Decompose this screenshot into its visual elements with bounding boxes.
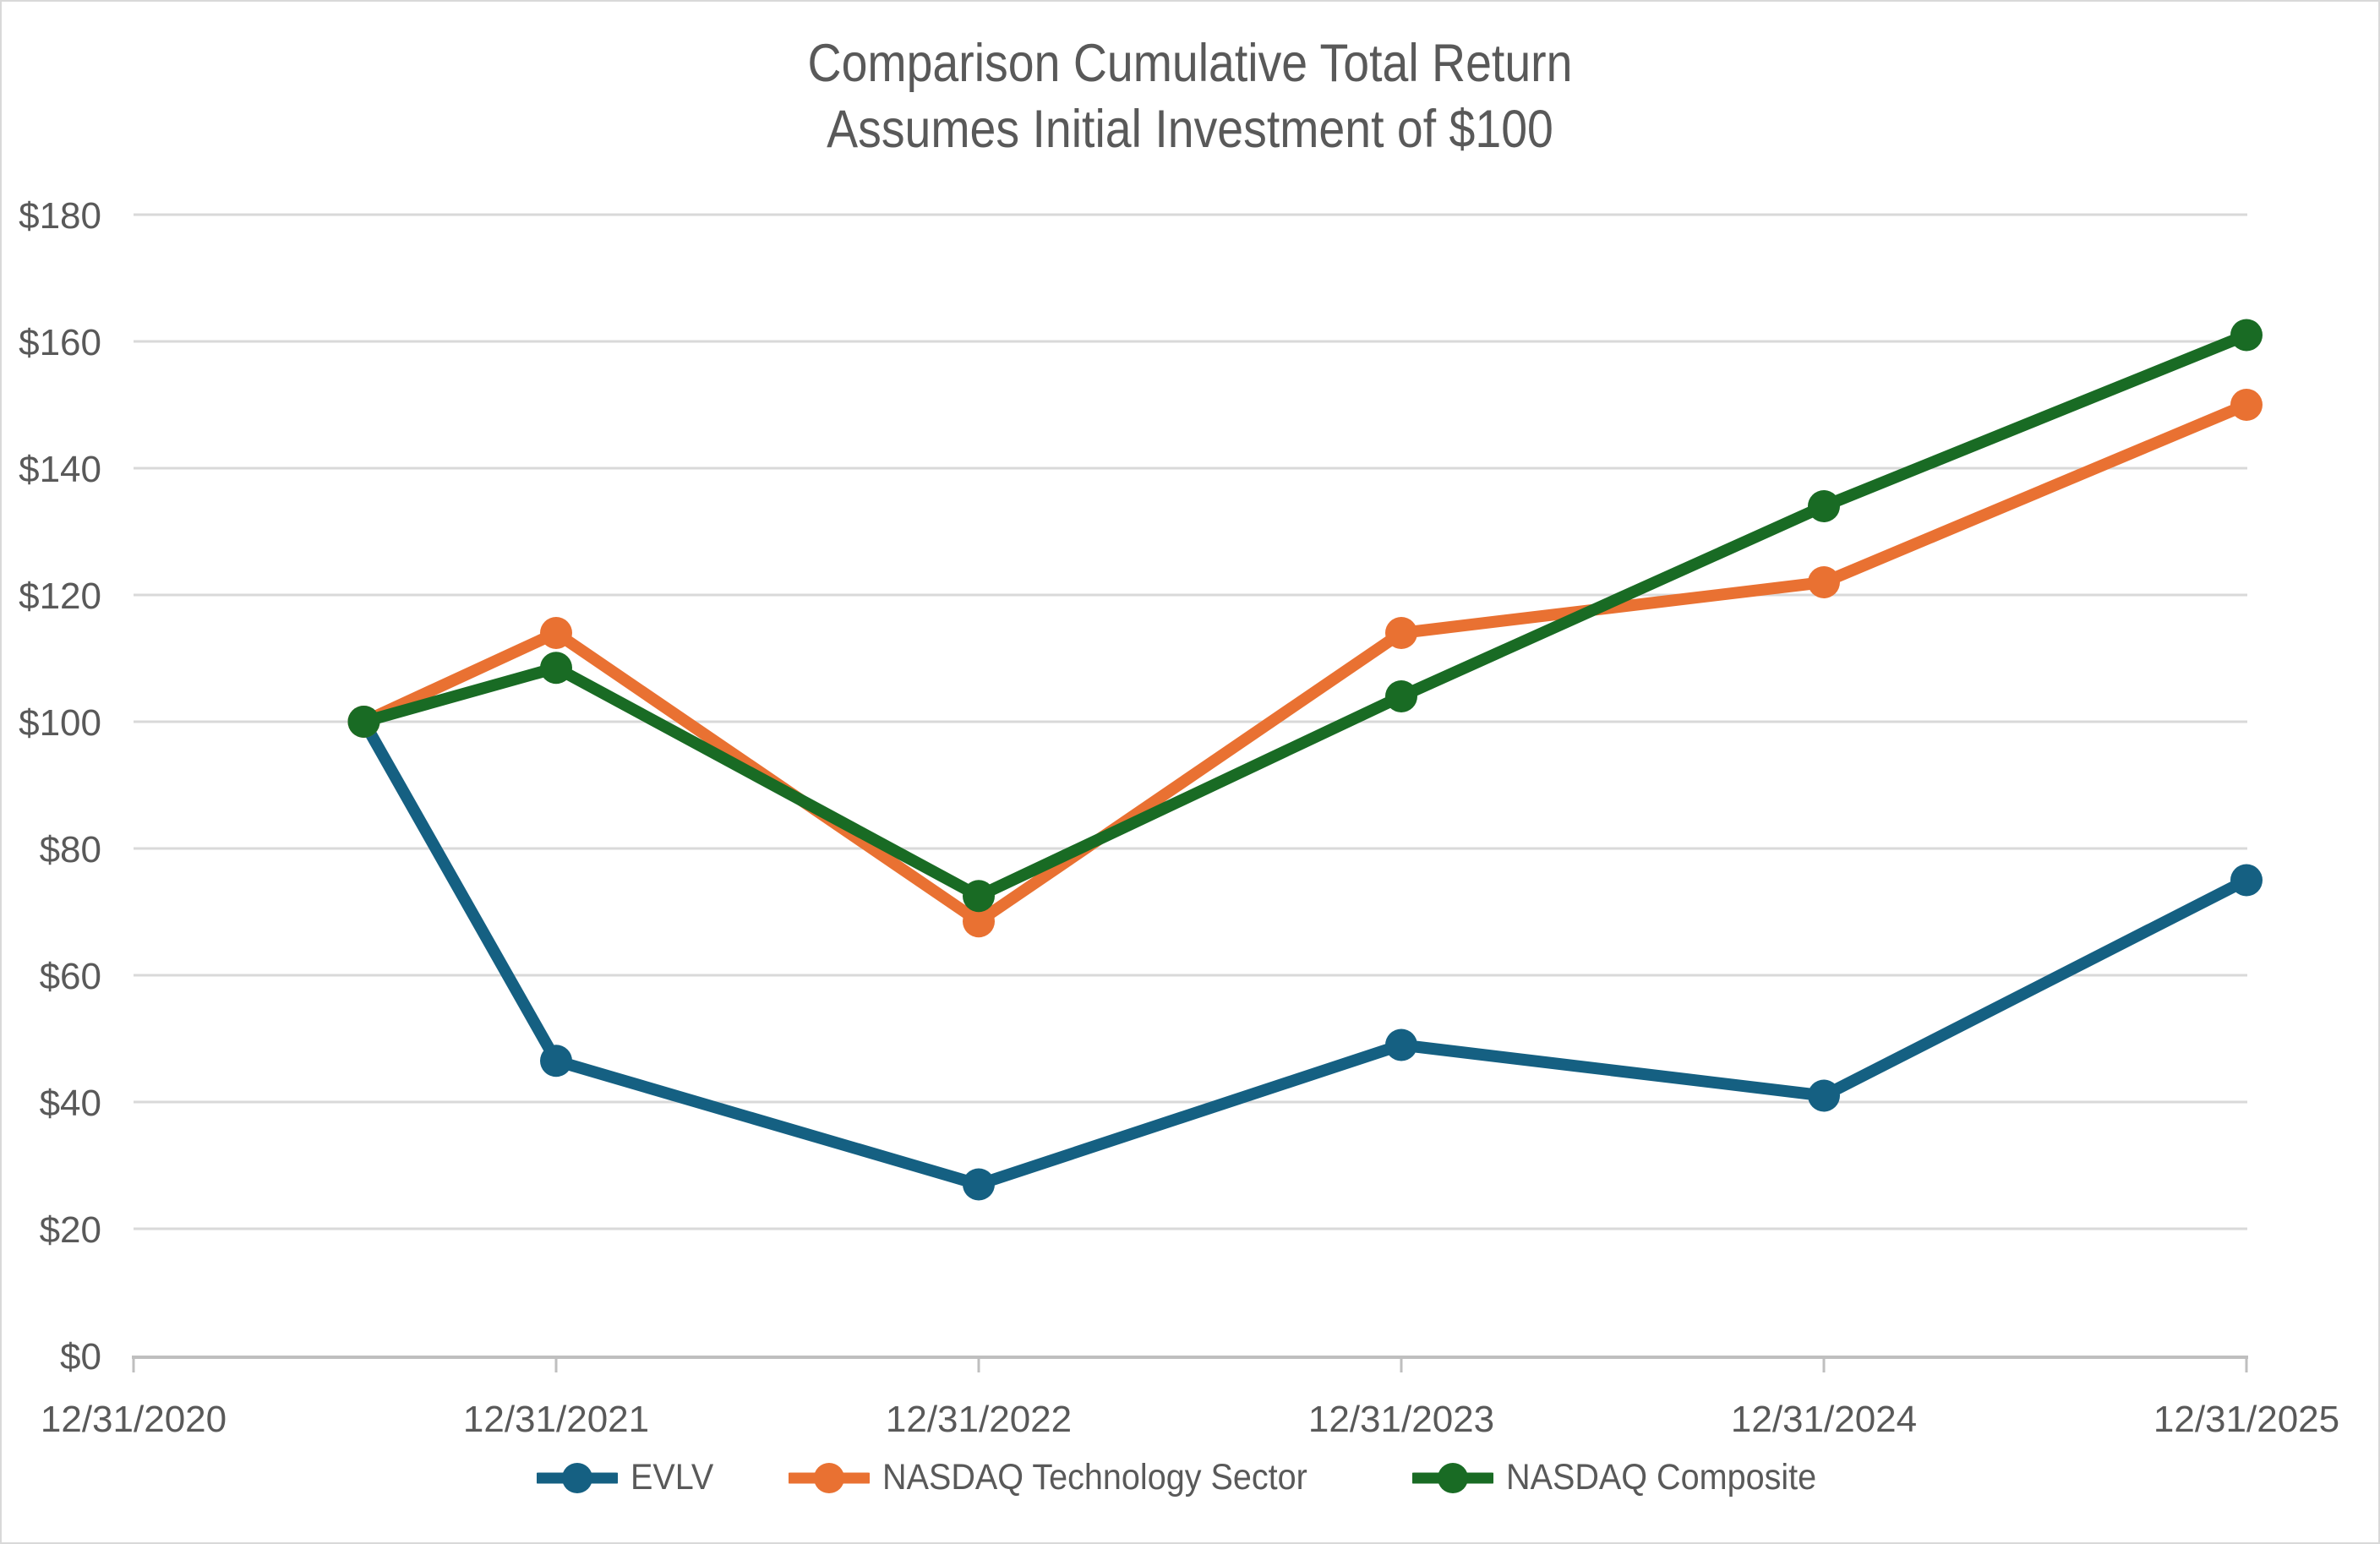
y-axis-tick-label: $20 (40, 1209, 101, 1251)
chart-subtitle: Assumes Initial Investment of $100 (827, 100, 1553, 159)
data-point-nasdaq-composite (540, 652, 572, 685)
y-axis-tick-label: $60 (40, 956, 101, 997)
legend-key-line-marker-icon (1411, 1462, 1493, 1493)
series-line-nasdaq-composite (358, 329, 2252, 903)
data-point-evlv (2230, 864, 2263, 897)
legend-key-dot (1437, 1462, 1468, 1493)
x-axis-tick-label: 12/31/2021 (463, 1399, 649, 1440)
y-axis-tick-label: $180 (19, 195, 101, 237)
legend-key-dot (562, 1462, 593, 1493)
legend-label-evlv: EVLV (630, 1457, 714, 1498)
data-point-nasdaq-technology-sector (540, 617, 572, 649)
data-point-nasdaq-composite (1385, 680, 1417, 712)
data-point-evlv (540, 1045, 572, 1078)
series-line-nasdaq-technology-sector (358, 399, 2252, 928)
data-point-evlv (1385, 1028, 1417, 1061)
y-axis-tick-label: $160 (19, 322, 101, 363)
x-axis-tick-label: 12/31/2025 (2153, 1399, 2339, 1440)
y-axis-tick-label: $0 (60, 1336, 101, 1378)
data-point-evlv (1808, 1079, 1840, 1112)
data-point-nasdaq-technology-sector (1808, 566, 1840, 598)
chart-title: Comparison Cumulative Total Return (807, 34, 1573, 93)
legend-label-nasdaq-composite: NASDAQ Composite (1505, 1457, 1816, 1498)
legend-item-evlv: EVLV (537, 1457, 721, 1498)
y-axis-tick-label: $80 (40, 829, 101, 870)
data-point-nasdaq-technology-sector (1385, 617, 1417, 649)
data-point-nasdaq-composite (1808, 490, 1840, 522)
x-axis-tick-label: 12/31/2020 (41, 1399, 227, 1440)
x-axis-tick-label: 12/31/2024 (1731, 1399, 1917, 1440)
data-point-nasdaq-technology-sector (2230, 389, 2263, 421)
legend: EVLV NASDAQ Technology Sector NASDAQ Com… (2, 1457, 2378, 1498)
y-axis-tick-label: $40 (40, 1083, 101, 1124)
y-axis-tick-label: $140 (19, 449, 101, 490)
legend-item-nasdaq-composite: NASDAQ Composite (1411, 1457, 1843, 1498)
legend-key-line-marker-icon (537, 1462, 619, 1493)
legend-item-nasdaq-technology-sector: NASDAQ Technology Sector (789, 1457, 1345, 1498)
data-point-nasdaq-composite (347, 706, 380, 738)
data-point-evlv (963, 1168, 995, 1201)
data-point-nasdaq-technology-sector (963, 905, 995, 938)
legend-key-dot (814, 1462, 845, 1493)
chart-title-block: Comparison Cumulative Total Return Assum… (145, 30, 2236, 162)
legend-label-nasdaq-technology-sector: NASDAQ Technology Sector (882, 1457, 1307, 1498)
data-point-nasdaq-composite (2230, 319, 2263, 352)
y-axis-tick-label: $100 (19, 702, 101, 744)
data-point-nasdaq-composite (963, 880, 995, 913)
x-axis-tick-label: 12/31/2023 (1308, 1399, 1494, 1440)
x-axis-tick-label: 12/31/2022 (886, 1399, 1072, 1440)
y-axis-tick-label: $120 (19, 576, 101, 617)
series-line-evlv (358, 716, 2252, 1191)
legend-key-line-marker-icon (789, 1462, 871, 1493)
